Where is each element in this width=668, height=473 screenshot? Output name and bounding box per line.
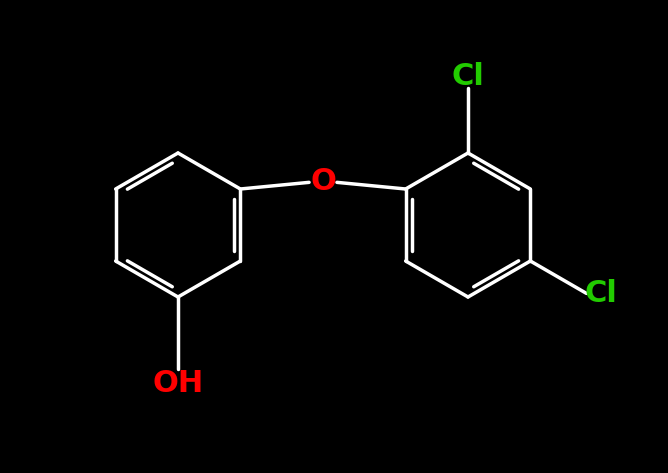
Text: Cl: Cl [452, 61, 484, 91]
Text: Cl: Cl [584, 279, 617, 308]
Text: OH: OH [152, 368, 204, 397]
Text: O: O [310, 166, 336, 195]
